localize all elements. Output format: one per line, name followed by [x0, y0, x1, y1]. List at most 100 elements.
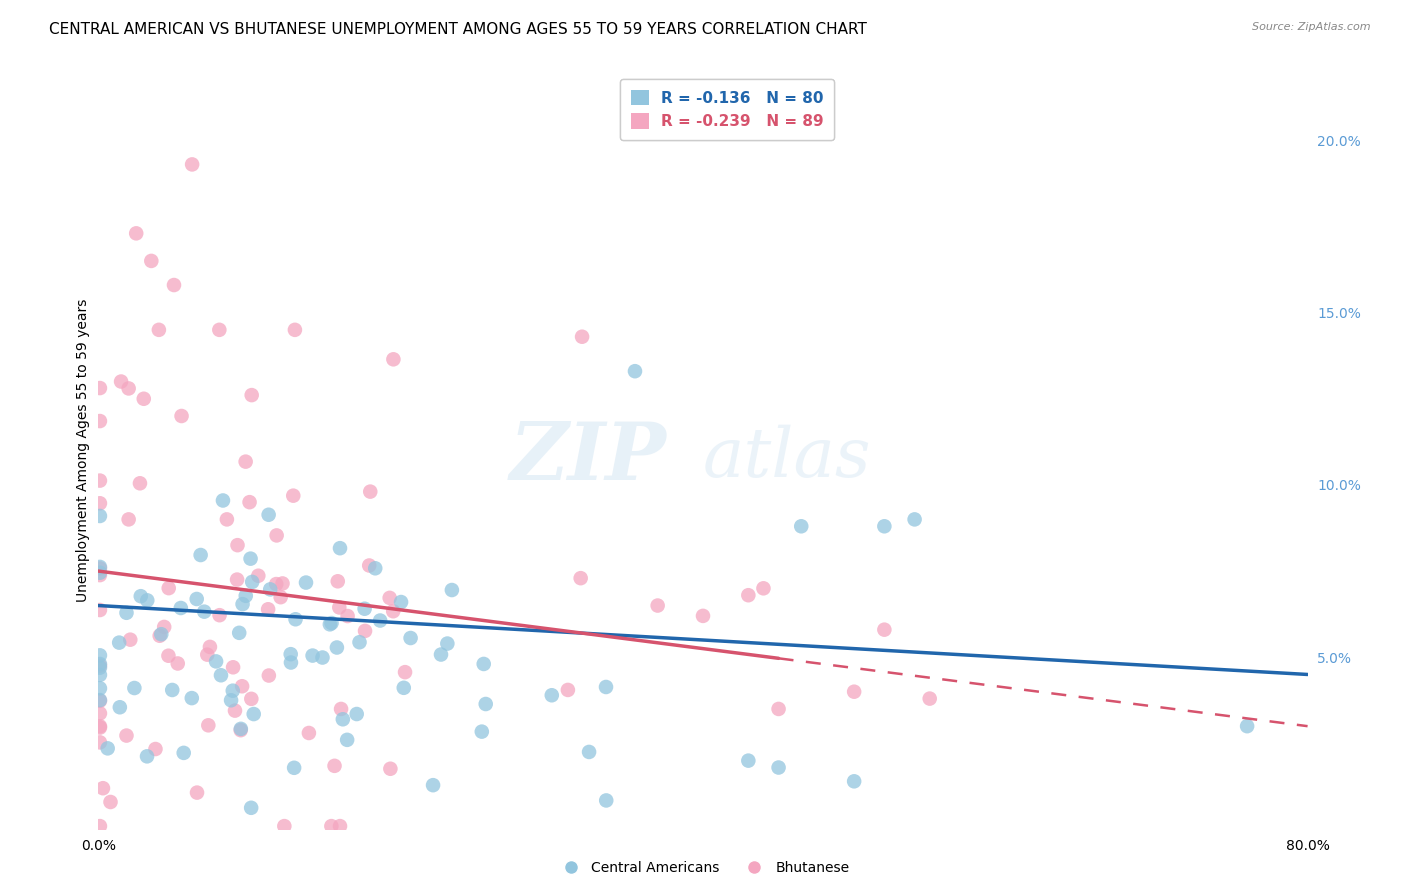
- Point: [163, 278, 186, 293]
- Point: [380, 762, 402, 776]
- Point: [319, 617, 342, 632]
- Point: [257, 508, 280, 522]
- Point: [170, 409, 193, 423]
- Point: [89, 706, 111, 721]
- Point: [326, 640, 349, 655]
- Point: [173, 746, 195, 760]
- Point: [181, 157, 204, 171]
- Point: [232, 597, 254, 611]
- Point: [219, 693, 242, 707]
- Point: [364, 561, 387, 575]
- Point: [321, 819, 343, 833]
- Point: [394, 665, 416, 680]
- Legend: Central Americans, Bhutanese: Central Americans, Bhutanese: [551, 855, 855, 880]
- Point: [145, 742, 167, 756]
- Point: [89, 658, 111, 673]
- Point: [166, 657, 188, 671]
- Point: [368, 614, 391, 628]
- Point: [399, 631, 422, 645]
- Point: [89, 693, 111, 707]
- Point: [392, 681, 415, 695]
- Point: [170, 601, 193, 615]
- Point: [224, 704, 246, 718]
- Point: [382, 352, 405, 367]
- Point: [89, 603, 111, 617]
- Point: [89, 508, 111, 523]
- Point: [301, 648, 323, 663]
- Point: [129, 589, 152, 603]
- Point: [280, 656, 302, 670]
- Point: [212, 493, 235, 508]
- Point: [229, 722, 252, 736]
- Point: [89, 566, 111, 580]
- Point: [89, 719, 111, 733]
- Point: [1236, 719, 1258, 733]
- Point: [298, 726, 321, 740]
- Point: [118, 381, 141, 395]
- Point: [89, 474, 111, 488]
- Point: [349, 635, 371, 649]
- Point: [378, 591, 401, 605]
- Point: [332, 712, 354, 726]
- Point: [271, 576, 294, 591]
- Point: [89, 735, 111, 749]
- Point: [118, 512, 141, 526]
- Text: ZIP: ZIP: [510, 419, 666, 497]
- Point: [266, 528, 288, 542]
- Point: [226, 538, 249, 552]
- Point: [97, 741, 120, 756]
- Point: [190, 548, 212, 562]
- Point: [186, 592, 208, 607]
- Point: [229, 723, 252, 738]
- Point: [193, 605, 215, 619]
- Point: [198, 640, 221, 654]
- Point: [578, 745, 600, 759]
- Point: [790, 519, 813, 533]
- Point: [124, 681, 146, 695]
- Point: [647, 599, 669, 613]
- Point: [132, 392, 155, 406]
- Point: [136, 593, 159, 607]
- Point: [89, 668, 111, 682]
- Point: [844, 684, 866, 698]
- Point: [186, 786, 208, 800]
- Point: [162, 683, 184, 698]
- Point: [329, 541, 352, 556]
- Text: atlas: atlas: [703, 425, 872, 491]
- Point: [326, 574, 349, 589]
- Point: [240, 388, 263, 402]
- Point: [197, 718, 219, 732]
- Point: [240, 691, 263, 706]
- Point: [89, 381, 111, 395]
- Point: [235, 455, 257, 469]
- Point: [157, 648, 180, 663]
- Point: [257, 602, 280, 616]
- Point: [222, 660, 245, 674]
- Y-axis label: Unemployment Among Ages 55 to 59 years: Unemployment Among Ages 55 to 59 years: [76, 299, 90, 602]
- Point: [242, 707, 264, 722]
- Point: [222, 683, 245, 698]
- Text: Source: ZipAtlas.com: Source: ZipAtlas.com: [1253, 22, 1371, 32]
- Point: [474, 697, 496, 711]
- Point: [540, 688, 562, 702]
- Point: [595, 680, 617, 694]
- Point: [273, 819, 295, 833]
- Point: [89, 568, 111, 582]
- Point: [89, 660, 111, 674]
- Point: [208, 323, 231, 337]
- Point: [91, 781, 114, 796]
- Point: [89, 414, 111, 428]
- Point: [354, 624, 377, 638]
- Point: [215, 512, 238, 526]
- Point: [311, 650, 333, 665]
- Point: [471, 724, 494, 739]
- Point: [436, 636, 458, 650]
- Point: [136, 749, 159, 764]
- Point: [382, 604, 405, 618]
- Point: [283, 761, 305, 775]
- Point: [235, 589, 257, 603]
- Point: [768, 760, 790, 774]
- Point: [115, 606, 138, 620]
- Point: [205, 654, 228, 668]
- Point: [239, 495, 262, 509]
